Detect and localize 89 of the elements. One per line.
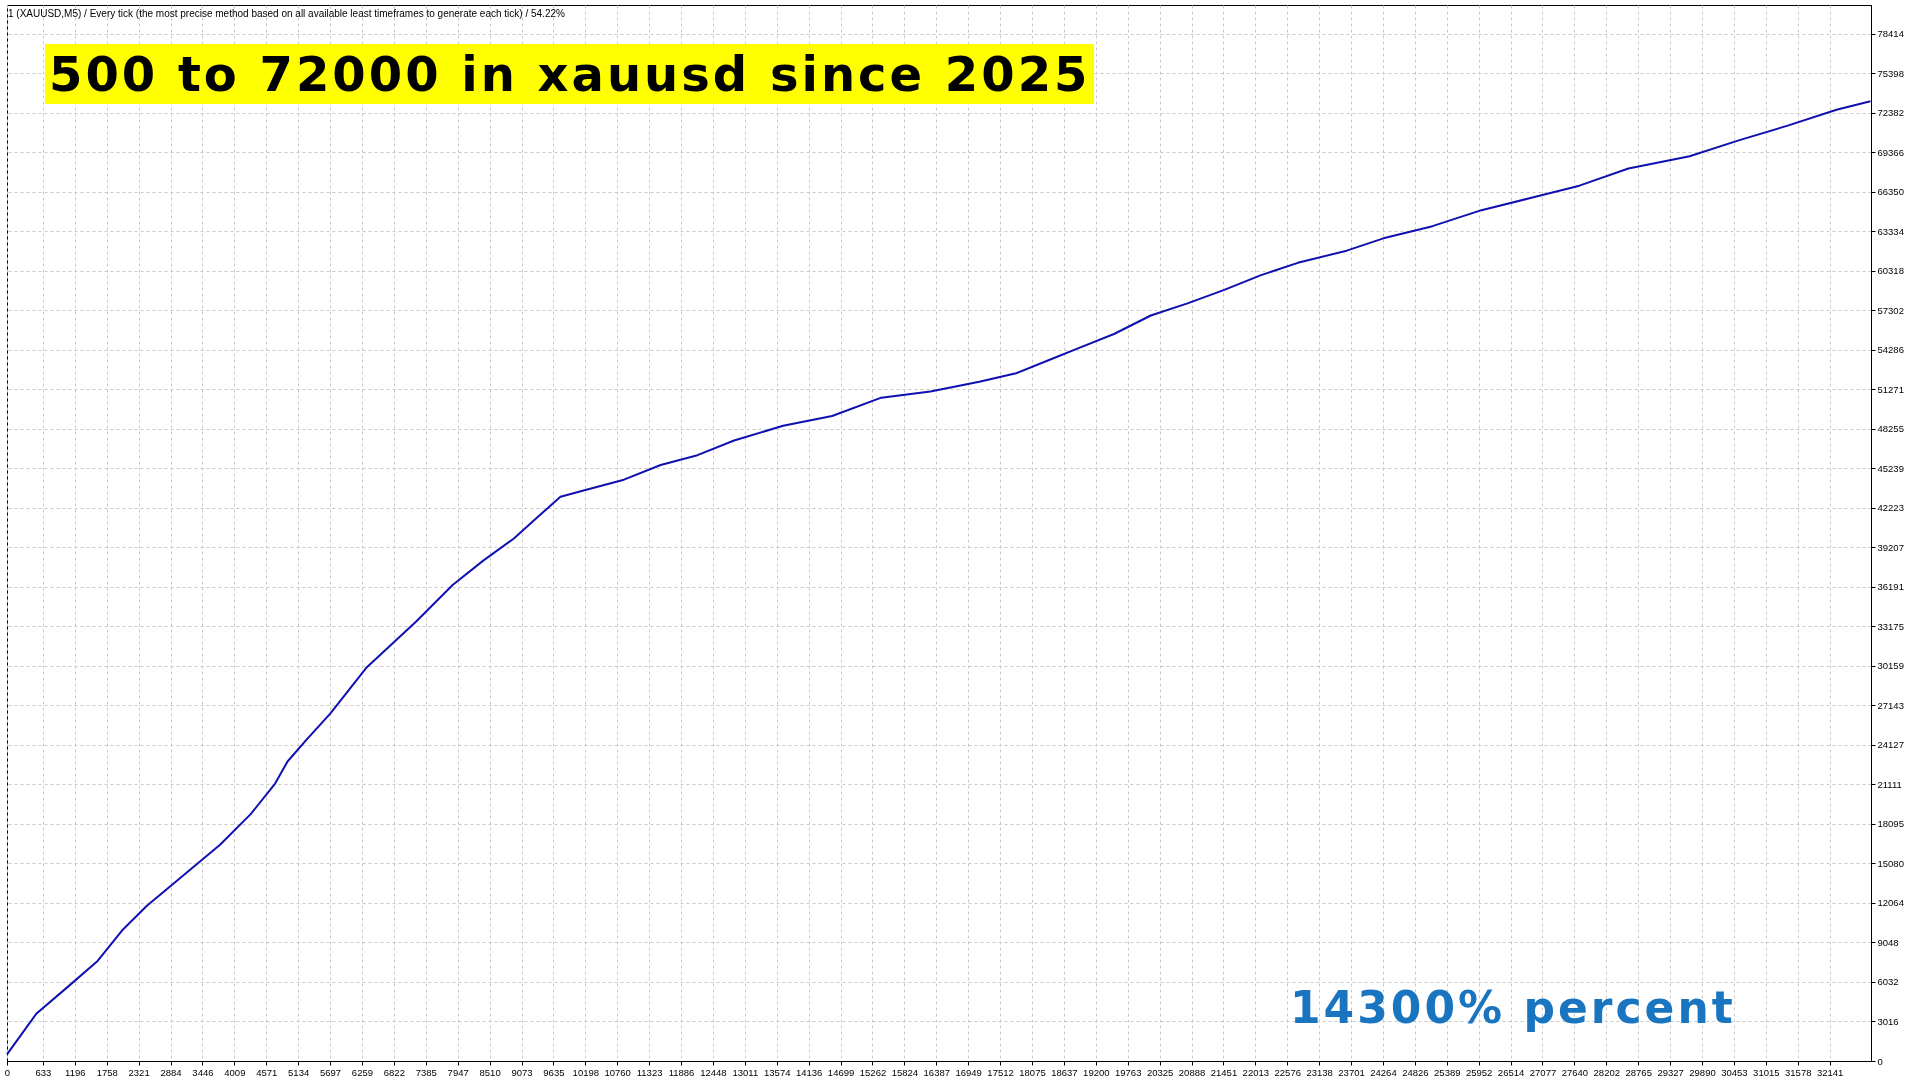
x-tick-label: 3446 bbox=[192, 1066, 214, 1078]
y-tick-label: 48255 bbox=[1877, 423, 1904, 435]
x-tick-label: 7385 bbox=[415, 1066, 437, 1078]
x-tick-label: 20325 bbox=[1146, 1066, 1174, 1078]
y-tick-label: 78414 bbox=[1877, 28, 1904, 40]
x-tick-label: 31015 bbox=[1753, 1066, 1780, 1078]
x-tick-label: 9073 bbox=[511, 1066, 533, 1078]
y-tick-label: 57302 bbox=[1877, 304, 1904, 316]
x-tick-label: 14699 bbox=[827, 1066, 855, 1078]
x-tick-label: 6822 bbox=[383, 1066, 405, 1078]
x-tick-label: 11886 bbox=[668, 1066, 695, 1078]
y-tick-label: 63334 bbox=[1877, 225, 1904, 237]
x-tick-label: 16949 bbox=[955, 1066, 982, 1078]
x-tick-label: 13574 bbox=[764, 1066, 791, 1078]
x-tick-label: 32141 bbox=[1816, 1066, 1844, 1078]
x-tick-label: 4571 bbox=[256, 1066, 278, 1078]
x-tick-label: 2321 bbox=[128, 1066, 150, 1078]
x-tick-label: 23138 bbox=[1306, 1066, 1333, 1078]
x-tick-label: 1758 bbox=[96, 1066, 118, 1078]
x-tick-label: 9635 bbox=[543, 1066, 565, 1078]
y-tick-label: 45239 bbox=[1877, 462, 1904, 474]
x-tick-label: 0 bbox=[4, 1066, 11, 1078]
x-tick-label: 23701 bbox=[1338, 1066, 1365, 1078]
y-tick-label: 9048 bbox=[1877, 936, 1899, 948]
x-tick-label: 13011 bbox=[732, 1066, 759, 1078]
x-tick-label: 14136 bbox=[795, 1066, 823, 1078]
y-tick-label: 0 bbox=[1877, 1055, 1883, 1067]
x-tick-label: 5697 bbox=[320, 1066, 342, 1078]
x-tick-label: 11323 bbox=[636, 1066, 663, 1078]
y-tick-label: 66350 bbox=[1877, 186, 1904, 198]
text: 500 to 72000 in xauusd since 2025 bbox=[45, 44, 1095, 104]
y-tick-label: 6032 bbox=[1877, 976, 1899, 988]
x-tick-label: 6259 bbox=[351, 1066, 374, 1078]
x-tick-label: 26514 bbox=[1497, 1066, 1525, 1078]
x-tick-label: 29327 bbox=[1657, 1066, 1684, 1078]
x-tick-label: 4009 bbox=[224, 1066, 246, 1078]
y-tick-label: 15080 bbox=[1877, 857, 1904, 869]
y-tick-label: 27143 bbox=[1877, 699, 1904, 711]
y-tick-label: 69366 bbox=[1877, 146, 1904, 158]
x-tick-label: 27077 bbox=[1529, 1066, 1557, 1078]
x-tick-label: 12448 bbox=[700, 1066, 727, 1078]
x-tick-label: 25389 bbox=[1434, 1066, 1461, 1078]
x-tick-label: 30453 bbox=[1721, 1066, 1748, 1078]
x-tick-label: 5134 bbox=[288, 1066, 310, 1078]
y-tick-label: 36191 bbox=[1877, 581, 1904, 593]
x-tick-label: 25952 bbox=[1465, 1066, 1493, 1078]
x-tick-label: 21451 bbox=[1210, 1066, 1238, 1078]
y-tick-label: 54286 bbox=[1877, 344, 1904, 356]
y-tick-label: 51271 bbox=[1877, 383, 1904, 395]
x-tick-label: 22576 bbox=[1274, 1066, 1301, 1078]
x-tick-label: 27640 bbox=[1561, 1066, 1589, 1078]
y-tick-label: 21111 bbox=[1877, 778, 1902, 790]
x-tick-label: 10198 bbox=[572, 1066, 600, 1078]
y-tick-label: 33175 bbox=[1877, 620, 1904, 632]
annotation: 14300% percent bbox=[1290, 982, 1736, 1033]
x-tick-label: 18637 bbox=[1051, 1066, 1078, 1078]
x-tick-label: 24826 bbox=[1402, 1066, 1429, 1078]
x-tick-label: 2884 bbox=[160, 1066, 182, 1078]
y-tick-label: 18095 bbox=[1877, 818, 1904, 830]
x-tick-label: 16387 bbox=[923, 1066, 950, 1078]
x-tick-label: 1196 bbox=[65, 1066, 86, 1078]
y-tick-label: 3016 bbox=[1877, 1015, 1899, 1027]
y-tick-label: 12064 bbox=[1877, 897, 1904, 909]
x-tick-label: 31578 bbox=[1785, 1066, 1812, 1078]
x-tick-label: 28202 bbox=[1593, 1066, 1620, 1078]
x-tick-label: 29890 bbox=[1689, 1066, 1716, 1078]
x-tick-label: 15824 bbox=[891, 1066, 919, 1078]
y-tick-label: 72382 bbox=[1877, 107, 1904, 119]
y-tick-label: 30159 bbox=[1877, 660, 1904, 672]
x-tick-label: 18075 bbox=[1019, 1066, 1046, 1078]
x-tick-label: 15262 bbox=[859, 1066, 887, 1078]
x-tick-label: 8510 bbox=[479, 1066, 501, 1078]
x-tick-label: 20888 bbox=[1178, 1066, 1206, 1078]
x-tick-label: 10760 bbox=[604, 1066, 631, 1078]
x-tick-label: 19200 bbox=[1083, 1066, 1110, 1078]
y-tick-label: 75398 bbox=[1877, 67, 1904, 79]
x-tick-label: 7947 bbox=[447, 1066, 469, 1078]
x-tick-label: 17512 bbox=[987, 1066, 1014, 1078]
annotation: 1 (XAUUSD,M5) / Every tick (the most precise method based on all available least timeframes to generate each tick) / 54.22% bbox=[8, 8, 565, 19]
y-tick-label: 39207 bbox=[1877, 541, 1904, 553]
y-tick-label: 24127 bbox=[1877, 739, 1904, 751]
x-tick-label: 19763 bbox=[1115, 1066, 1142, 1078]
x-tick-label: 24264 bbox=[1370, 1066, 1397, 1078]
line-series bbox=[6, 100, 1872, 1056]
x-tick-label: 28765 bbox=[1625, 1066, 1652, 1078]
y-tick-label: 42223 bbox=[1877, 502, 1904, 514]
x-tick-label: 633 bbox=[35, 1066, 52, 1078]
y-tick-label: 60318 bbox=[1877, 265, 1904, 277]
x-tick-label: 22013 bbox=[1242, 1066, 1270, 1078]
